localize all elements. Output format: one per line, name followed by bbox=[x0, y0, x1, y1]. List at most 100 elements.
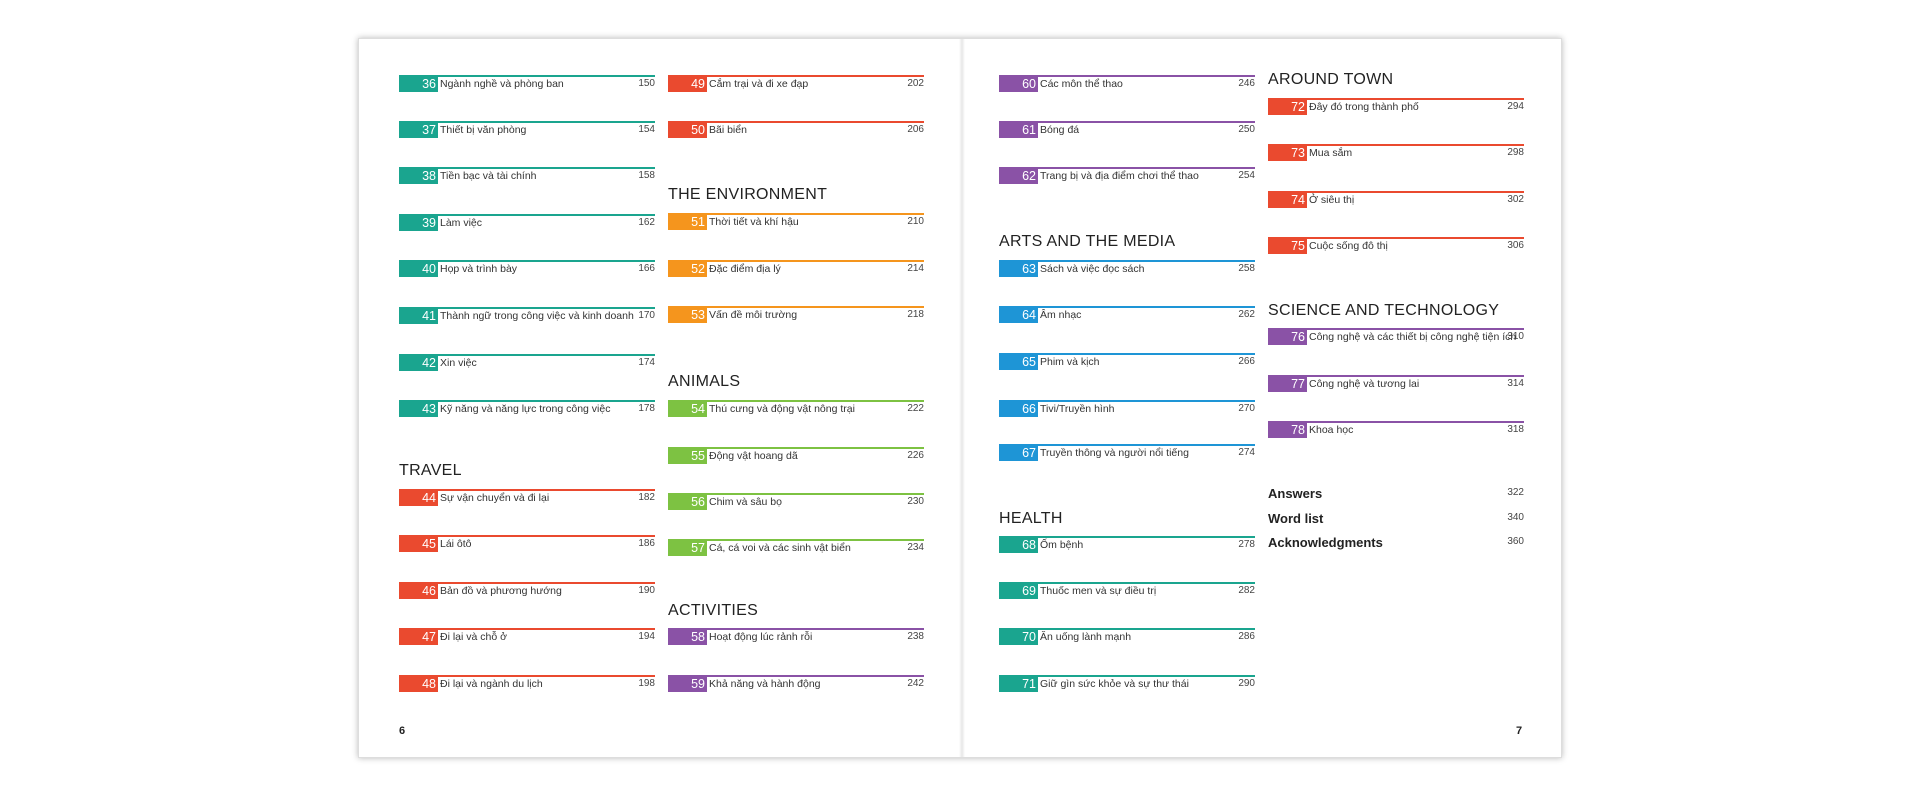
page-number: 242 bbox=[907, 678, 924, 689]
toc-entry[interactable]: 55 Động vật hoang dã 226 bbox=[668, 447, 924, 465]
back-matter-word-list[interactable]: Word list 340 bbox=[1268, 511, 1524, 529]
toc-entry[interactable]: 59 Khả năng và hành động 242 bbox=[668, 675, 924, 693]
toc-entry[interactable]: 58 Hoạt động lúc rảnh rỗi 238 bbox=[668, 628, 924, 646]
toc-entry[interactable]: 64 Âm nhạc 262 bbox=[999, 306, 1255, 324]
unit-title: Âm nhạc bbox=[1040, 309, 1082, 321]
unit-number: 53 bbox=[668, 307, 707, 323]
unit-title: Sách và việc đọc sách bbox=[1040, 263, 1145, 275]
toc-entry[interactable]: 51 Thời tiết và khí hậu 210 bbox=[668, 213, 924, 231]
entry-rule bbox=[399, 307, 655, 309]
unit-title: Hoạt động lúc rảnh rỗi bbox=[709, 631, 813, 643]
toc-entry[interactable]: 66 Tivi/Truyền hình 270 bbox=[999, 400, 1255, 418]
toc-entry[interactable]: 56 Chim và sâu bọ 230 bbox=[668, 493, 924, 511]
page-number: 170 bbox=[638, 310, 655, 321]
page-number: 186 bbox=[638, 538, 655, 549]
toc-entry[interactable]: 46 Bản đồ và phương hướng 190 bbox=[399, 582, 655, 600]
entry-rule bbox=[999, 536, 1255, 538]
page-number: 274 bbox=[1238, 447, 1255, 458]
unit-number: 37 bbox=[399, 122, 438, 138]
entry-rule bbox=[668, 447, 924, 449]
unit-number: 50 bbox=[668, 122, 707, 138]
entry-rule bbox=[999, 444, 1255, 446]
page-number: 202 bbox=[907, 78, 924, 89]
toc-entry[interactable]: 37 Thiết bị văn phòng 154 bbox=[399, 121, 655, 139]
toc-entry[interactable]: 49 Cắm trại và đi xe đạp 202 bbox=[668, 75, 924, 93]
toc-entry[interactable]: 40 Họp và trình bày 166 bbox=[399, 260, 655, 278]
toc-entry[interactable]: 54 Thú cưng và động vật nông trại 222 bbox=[668, 400, 924, 418]
entry-rule bbox=[999, 167, 1255, 169]
toc-entry[interactable]: 67 Truyền thông và người nổi tiếng 274 bbox=[999, 444, 1255, 462]
entry-rule bbox=[668, 260, 924, 262]
toc-entry[interactable]: 61 Bóng đá 250 bbox=[999, 121, 1255, 139]
page-number: 282 bbox=[1238, 585, 1255, 596]
toc-entry[interactable]: 71 Giữ gìn sức khỏe và sự thư thái 290 bbox=[999, 675, 1255, 693]
unit-title: Ăn uống lành mạnh bbox=[1040, 631, 1132, 643]
entry-rule bbox=[1268, 191, 1524, 193]
entry-rule bbox=[999, 75, 1255, 77]
toc-entry[interactable]: 63 Sách và việc đọc sách 258 bbox=[999, 260, 1255, 278]
toc-entry[interactable]: 41 Thành ngữ trong công việc và kinh doan… bbox=[399, 307, 655, 325]
page-number: 262 bbox=[1238, 309, 1255, 320]
toc-entry[interactable]: 69 Thuốc men và sự điều trị 282 bbox=[999, 582, 1255, 600]
toc-entry[interactable]: 72 Đây đó trong thành phố 294 bbox=[1268, 98, 1524, 116]
back-matter-answers[interactable]: Answers 322 bbox=[1268, 486, 1524, 504]
toc-entry[interactable]: 52 Đặc điểm địa lý 214 bbox=[668, 260, 924, 278]
unit-title: Sự vận chuyển và đi lại bbox=[440, 492, 550, 504]
page-number: 150 bbox=[638, 78, 655, 89]
back-matter-acknowledgments[interactable]: Acknowledgments 360 bbox=[1268, 535, 1524, 553]
unit-number: 67 bbox=[999, 445, 1038, 461]
toc-entry[interactable]: 36 Ngành nghề và phòng ban 150 bbox=[399, 75, 655, 93]
unit-number: 45 bbox=[399, 536, 438, 552]
toc-entry[interactable]: 57 Cá, cá voi và các sinh vật biển 234 bbox=[668, 539, 924, 557]
page-number: 310 bbox=[1507, 331, 1524, 342]
toc-entry[interactable]: 68 Ốm bệnh 278 bbox=[999, 536, 1255, 554]
toc-entry[interactable]: 65 Phim và kịch 266 bbox=[999, 353, 1255, 371]
toc-entry[interactable]: 75 Cuộc sống đô thị 306 bbox=[1268, 237, 1524, 255]
toc-entry[interactable]: 74 Ở siêu thị 302 bbox=[1268, 191, 1524, 209]
toc-entry[interactable]: 48 Đi lại và ngành du lịch 198 bbox=[399, 675, 655, 693]
entry-rule bbox=[1268, 421, 1524, 423]
entry-rule bbox=[668, 75, 924, 77]
toc-entry[interactable]: 78 Khoa học 318 bbox=[1268, 421, 1524, 439]
unit-title: Cuộc sống đô thị bbox=[1309, 240, 1388, 252]
page-number: 190 bbox=[638, 585, 655, 596]
page-number: 194 bbox=[638, 631, 655, 642]
unit-number: 55 bbox=[668, 448, 707, 464]
unit-title: Chim và sâu bọ bbox=[709, 496, 782, 508]
toc-entry[interactable]: 62 Trang bị và địa điểm chơi thể thao 254 bbox=[999, 167, 1255, 185]
unit-title: Cá, cá voi và các sinh vật biển bbox=[709, 542, 851, 554]
toc-entry[interactable]: 76 Công nghệ và các thiết bị công nghệ ti… bbox=[1268, 328, 1524, 346]
toc-entry[interactable]: 44 Sự vận chuyển và đi lại 182 bbox=[399, 489, 655, 507]
page-number: 286 bbox=[1238, 631, 1255, 642]
unit-title: Cắm trại và đi xe đạp bbox=[709, 78, 809, 90]
entry-rule bbox=[1268, 98, 1524, 100]
unit-title: Bóng đá bbox=[1040, 124, 1080, 136]
unit-title: Ngành nghề và phòng ban bbox=[440, 78, 564, 90]
unit-number: 40 bbox=[399, 261, 438, 277]
unit-number: 52 bbox=[668, 261, 707, 277]
unit-title: Xin việc bbox=[440, 357, 477, 369]
page-number: 266 bbox=[1238, 356, 1255, 367]
toc-entry[interactable]: 38 Tiền bạc và tài chính 158 bbox=[399, 167, 655, 185]
page-number: 174 bbox=[638, 357, 655, 368]
unit-title: Phim và kịch bbox=[1040, 356, 1100, 368]
entry-rule bbox=[668, 306, 924, 308]
toc-entry[interactable]: 77 Công nghệ và tương lai 314 bbox=[1268, 375, 1524, 393]
page-number: 226 bbox=[907, 450, 924, 461]
toc-entry[interactable]: 53 Vấn đề môi trường 218 bbox=[668, 306, 924, 324]
toc-entry[interactable]: 39 Làm việc 162 bbox=[399, 214, 655, 232]
page-number: 340 bbox=[1507, 512, 1524, 523]
unit-number: 77 bbox=[1268, 376, 1307, 392]
toc-entry[interactable]: 47 Đi lại và chỗ ở 194 bbox=[399, 628, 655, 646]
toc-entry[interactable]: 43 Kỹ năng và năng lực trong công việc 178 bbox=[399, 400, 655, 418]
back-matter-label: Word list bbox=[1268, 511, 1324, 526]
page-number: 154 bbox=[638, 124, 655, 135]
toc-entry[interactable]: 42 Xin việc 174 bbox=[399, 354, 655, 372]
toc-entry[interactable]: 70 Ăn uống lành mạnh 286 bbox=[999, 628, 1255, 646]
unit-title: Tiền bạc và tài chính bbox=[440, 170, 537, 182]
toc-entry[interactable]: 73 Mua sắm 298 bbox=[1268, 144, 1524, 162]
toc-entry[interactable]: 50 Bãi biển 206 bbox=[668, 121, 924, 139]
toc-entry[interactable]: 60 Các môn thể thao 246 bbox=[999, 75, 1255, 93]
toc-entry[interactable]: 45 Lái ôtô 186 bbox=[399, 535, 655, 553]
entry-rule bbox=[399, 628, 655, 630]
